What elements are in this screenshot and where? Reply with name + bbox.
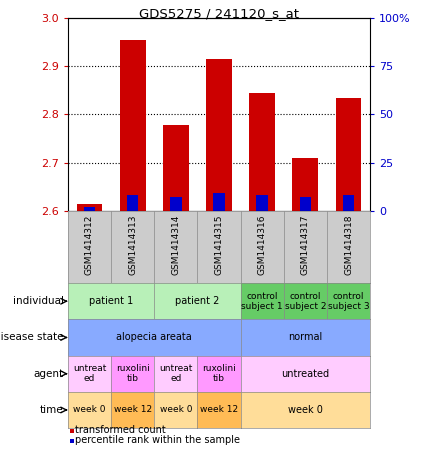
Text: GSM1414318: GSM1414318 bbox=[344, 214, 353, 275]
Text: GSM1414315: GSM1414315 bbox=[215, 214, 223, 275]
Text: time: time bbox=[40, 405, 64, 415]
Text: GSM1414316: GSM1414316 bbox=[258, 214, 267, 275]
Text: transformed count: transformed count bbox=[75, 425, 166, 435]
Text: untreat
ed: untreat ed bbox=[159, 364, 193, 383]
Bar bbox=[84, 207, 95, 211]
Bar bbox=[163, 125, 189, 211]
Text: control
subject 3: control subject 3 bbox=[328, 292, 369, 311]
Text: normal: normal bbox=[288, 333, 322, 342]
Bar bbox=[127, 195, 138, 211]
Text: control
subject 2: control subject 2 bbox=[285, 292, 326, 311]
Text: week 12: week 12 bbox=[113, 405, 152, 414]
Text: percentile rank within the sample: percentile rank within the sample bbox=[75, 435, 240, 445]
Text: GSM1414313: GSM1414313 bbox=[128, 214, 137, 275]
Text: week 0: week 0 bbox=[288, 405, 323, 415]
Bar bbox=[170, 197, 182, 211]
Text: GSM1414317: GSM1414317 bbox=[301, 214, 310, 275]
Text: untreat
ed: untreat ed bbox=[73, 364, 106, 383]
Text: week 0: week 0 bbox=[73, 405, 106, 414]
Text: patient 2: patient 2 bbox=[175, 296, 219, 306]
Text: week 0: week 0 bbox=[159, 405, 192, 414]
Bar bbox=[120, 40, 145, 211]
Text: agent: agent bbox=[33, 369, 64, 379]
Text: week 12: week 12 bbox=[200, 405, 238, 414]
Bar bbox=[336, 98, 361, 211]
Text: untreated: untreated bbox=[281, 369, 329, 379]
Bar bbox=[256, 195, 268, 211]
Text: GSM1414312: GSM1414312 bbox=[85, 214, 94, 275]
Text: individual: individual bbox=[13, 296, 64, 306]
Text: ruxolini
tib: ruxolini tib bbox=[116, 364, 149, 383]
Bar bbox=[300, 197, 311, 211]
Text: ruxolini
tib: ruxolini tib bbox=[202, 364, 236, 383]
Text: control
subject 1: control subject 1 bbox=[241, 292, 283, 311]
Bar bbox=[77, 204, 102, 211]
Bar bbox=[249, 93, 275, 211]
Text: GDS5275 / 241120_s_at: GDS5275 / 241120_s_at bbox=[139, 7, 299, 20]
Bar bbox=[343, 195, 354, 211]
Bar bbox=[293, 158, 318, 211]
Bar bbox=[206, 58, 232, 211]
Text: alopecia areata: alopecia areata bbox=[117, 333, 192, 342]
Bar bbox=[213, 193, 225, 211]
Text: GSM1414314: GSM1414314 bbox=[171, 214, 180, 275]
Text: patient 1: patient 1 bbox=[89, 296, 133, 306]
Text: disease state: disease state bbox=[0, 333, 64, 342]
